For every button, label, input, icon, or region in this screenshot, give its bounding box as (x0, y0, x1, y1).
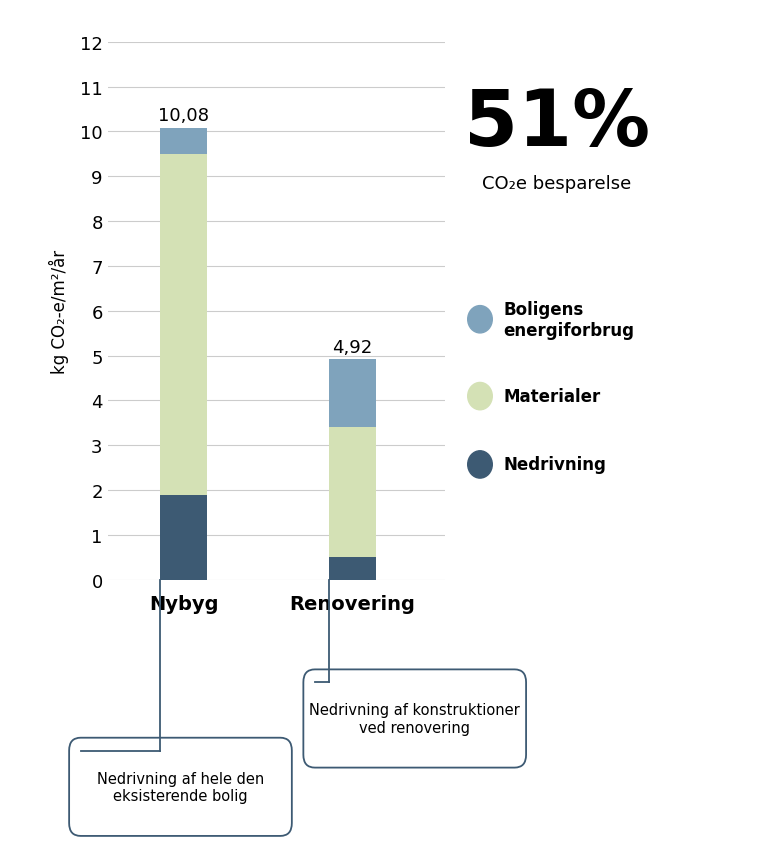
Y-axis label: kg CO₂-e/m²/år: kg CO₂-e/m²/år (48, 249, 68, 374)
Bar (160, 495, 207, 580)
Text: CO₂e besparelse: CO₂e besparelse (482, 174, 631, 193)
Text: Materialer: Materialer (503, 387, 601, 406)
Bar (160, 154, 207, 495)
Text: Nedrivning af konstruktioner
ved renovering: Nedrivning af konstruktioner ved renover… (310, 703, 520, 734)
Bar (329, 360, 376, 428)
Text: 4,92: 4,92 (333, 338, 372, 357)
Bar (160, 129, 207, 154)
Text: 10,08: 10,08 (158, 107, 209, 125)
Bar (329, 428, 376, 558)
Bar (329, 558, 376, 580)
Text: Nedrivning af hele den
eksisterende bolig: Nedrivning af hele den eksisterende boli… (97, 771, 264, 803)
Text: 51%: 51% (464, 86, 650, 161)
Text: Nedrivning: Nedrivning (503, 456, 606, 474)
Text: Boligens
energiforbrug: Boligens energiforbrug (503, 300, 634, 339)
